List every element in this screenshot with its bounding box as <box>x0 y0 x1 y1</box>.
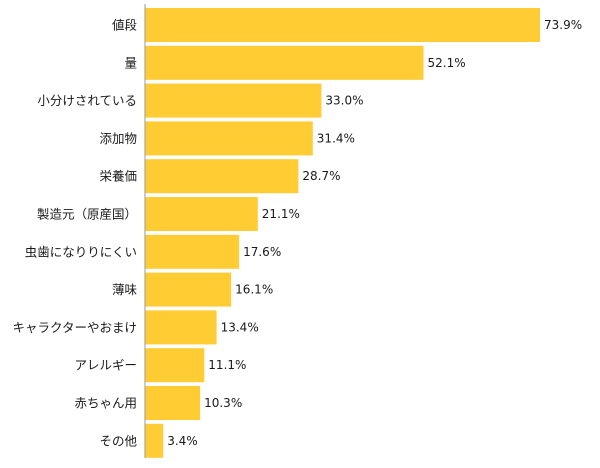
value-label-11: 3.4% <box>167 434 198 448</box>
category-label-9: アレルギー <box>74 358 137 373</box>
bar-0 <box>145 8 540 42</box>
category-label-10: 赤ちゃん用 <box>74 396 137 411</box>
bar-1 <box>145 45 424 80</box>
category-label-7: 薄味 <box>112 282 138 297</box>
value-labels-group: 73.9% 52.1% 33.0% 31.4% 28.7% 21.1% 17.6% 16.1%… <box>167 18 582 448</box>
category-label-6: 虫歯になりりにくい <box>25 244 137 259</box>
value-label-0: 73.9% <box>544 18 582 32</box>
bars-group <box>145 8 540 458</box>
bar-8 <box>145 310 217 345</box>
value-label-8: 13.4% <box>221 320 259 334</box>
bar-11 <box>145 423 164 458</box>
value-label-1: 52.1% <box>428 56 466 70</box>
category-label-5: 製造元（原産国） <box>37 207 137 222</box>
category-label-8: キャラクターやおまけ <box>12 320 137 335</box>
value-label-10: 10.3% <box>204 396 242 410</box>
value-label-3: 31.4% <box>317 131 355 145</box>
value-label-9: 11.1% <box>208 358 246 372</box>
bar-9 <box>145 348 205 383</box>
value-label-4: 28.7% <box>302 169 340 183</box>
bar-10 <box>145 386 201 420</box>
value-label-7: 16.1% <box>235 283 273 297</box>
bar-3 <box>145 121 313 156</box>
value-label-6: 17.6% <box>243 245 281 259</box>
value-label-2: 33.0% <box>325 94 363 108</box>
category-label-3: 添加物 <box>99 131 137 146</box>
bar-7 <box>145 272 232 307</box>
category-label-1: 量 <box>124 55 137 70</box>
bar-5 <box>145 197 258 231</box>
category-label-0: 値段 <box>112 18 137 33</box>
value-label-5: 21.1% <box>262 207 300 221</box>
bar-2 <box>145 83 322 118</box>
category-label-11: その他 <box>99 433 137 448</box>
category-label-4: 栄養価 <box>99 169 137 184</box>
category-label-2: 小分けされている <box>37 93 137 108</box>
bar-4 <box>145 159 299 194</box>
bar-6 <box>145 234 240 269</box>
